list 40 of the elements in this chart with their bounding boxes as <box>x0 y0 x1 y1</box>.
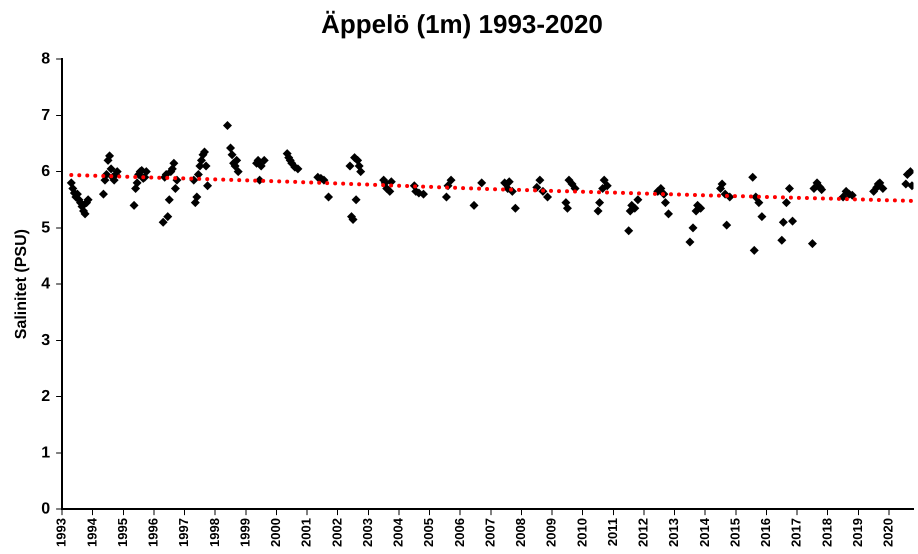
x-tick-label: 2002 <box>329 518 344 547</box>
x-tick-label: 2007 <box>482 518 498 547</box>
x-tick-label: 1999 <box>237 518 252 547</box>
x-tick-label: 1993 <box>54 518 69 547</box>
y-tick-label: 0 <box>41 500 50 518</box>
y-tick-label: 6 <box>41 163 50 180</box>
x-tick-label: 1994 <box>84 517 100 547</box>
y-tick-label: 1 <box>41 444 50 462</box>
x-tick-label: 1998 <box>206 518 222 547</box>
x-tick-label: 2015 <box>727 518 742 547</box>
x-tick-label: 2011 <box>604 518 620 546</box>
x-tick-label: 2010 <box>574 518 590 547</box>
x-tick-label: 2013 <box>666 518 682 547</box>
line-series <box>69 173 914 203</box>
y-tick-label: 8 <box>41 50 50 68</box>
x-tick-label: 2006 <box>452 518 467 547</box>
y-tick-label: 4 <box>41 276 50 293</box>
x-tick-label: 2003 <box>360 518 375 547</box>
x-tick-label: 1996 <box>146 518 161 547</box>
y-tick-label: 3 <box>41 332 50 349</box>
x-tick-label: 2019 <box>850 518 865 547</box>
y-tick-label: 7 <box>41 106 50 124</box>
x-tick-label: 2004 <box>390 517 406 547</box>
x-tick-label: 2001 <box>298 518 314 547</box>
x-tick-label: 2005 <box>421 518 436 547</box>
x-tick-label: 2018 <box>819 518 834 547</box>
x-tick-label: 2017 <box>788 518 804 547</box>
x-tick-label: 2016 <box>758 518 774 547</box>
x-tick-label: 2000 <box>268 518 284 547</box>
x-tick-label: 2012 <box>636 518 651 547</box>
x-tick-label: 1997 <box>176 518 192 547</box>
x-tick-label: 2020 <box>880 518 896 547</box>
y-tick-label: 5 <box>41 219 50 236</box>
x-tick-label: 2014 <box>696 517 712 547</box>
x-tick-label: 2009 <box>544 518 559 547</box>
x-tick-label: 1995 <box>114 518 130 547</box>
x-tick-label: 2008 <box>513 518 528 547</box>
y-tick-label: 2 <box>41 388 50 406</box>
chart-title: Äppelö (1m) 1993-2020 <box>321 8 603 39</box>
y-axis-title: Salinitet (PSU) <box>13 229 30 340</box>
